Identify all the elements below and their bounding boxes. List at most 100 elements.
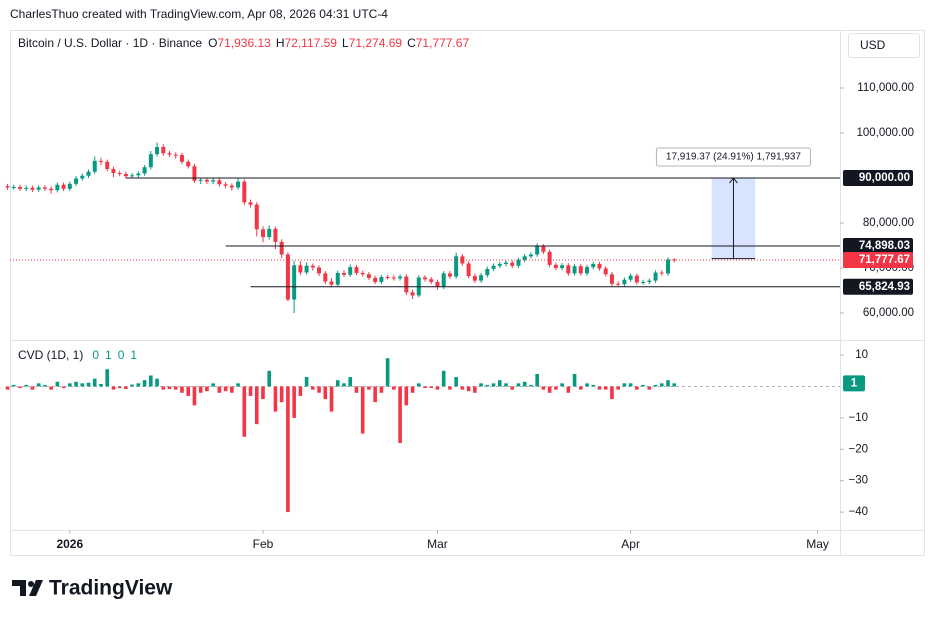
candle-body: [242, 181, 247, 203]
cvd-bar: [416, 383, 421, 387]
cvd-bar: [672, 383, 677, 387]
candle-body: [466, 263, 471, 277]
x-tick-label: May: [806, 537, 829, 551]
candle-body: [317, 267, 322, 274]
cvd-bar: [597, 386, 602, 390]
cvd-bar: [61, 386, 66, 389]
logo-icon-slash: [29, 580, 43, 596]
cvd-bar: [254, 386, 259, 425]
level-label: 65,824.93: [859, 281, 910, 293]
candle-body: [560, 265, 565, 269]
candle-body: [572, 266, 577, 274]
cvd-bar: [286, 386, 290, 513]
cvd-bar: [236, 383, 240, 387]
candle-body: [479, 275, 484, 281]
last-price-label: 71,777.67: [859, 254, 910, 266]
candle-body: [535, 246, 540, 255]
cvd-bar: [591, 384, 596, 387]
candle-body: [341, 272, 346, 275]
candle-body: [36, 187, 41, 190]
cvd-bar: [435, 386, 440, 390]
cvd-bar: [124, 386, 128, 389]
ohlc-value: 71,274.69: [349, 36, 403, 50]
cvd-bar: [86, 382, 91, 387]
cvd-bar: [485, 384, 490, 387]
candle-body: [192, 166, 197, 181]
cvd-bar: [205, 386, 209, 392]
cvd-bar: [335, 380, 340, 387]
candle-body: [603, 268, 608, 275]
cvd-bar: [267, 370, 272, 387]
cvd-bar: [653, 384, 658, 387]
cvd-bar: [554, 386, 558, 390]
cvd-bar: [248, 386, 253, 396]
cvd-bar: [410, 386, 415, 393]
level-label: 90,000.00: [859, 172, 910, 184]
candle-body: [622, 279, 627, 285]
x-tick-label: Mar: [427, 537, 448, 551]
cvd-bar: [460, 386, 465, 390]
candle-body: [179, 155, 184, 162]
cvd-bar: [373, 386, 377, 403]
cvd-bar: [547, 386, 552, 393]
candle-body: [528, 254, 533, 257]
candle-body: [379, 277, 384, 282]
candle-body: [236, 181, 241, 188]
cvd-bar: [628, 383, 633, 387]
candle-body: [117, 173, 122, 175]
candle-body: [447, 273, 452, 277]
indicator-title: CVD (1D, 1): [18, 348, 83, 362]
candle-body: [42, 187, 47, 189]
cvd-bar: [354, 386, 359, 393]
cvd-bar: [223, 386, 228, 392]
currency-button[interactable]: [848, 33, 920, 58]
indicator-value: 0: [92, 348, 99, 362]
cvd-bar: [49, 386, 53, 390]
candle-body: [279, 241, 284, 255]
currency-label[interactable]: USD: [860, 38, 886, 52]
ohlc-key: C: [407, 36, 416, 50]
candle-body: [553, 264, 558, 269]
cvd-bar: [348, 377, 353, 387]
cvd-bar: [385, 358, 390, 387]
candle-body: [672, 259, 677, 261]
ohlc-key: L: [342, 36, 349, 50]
y-tick-label: 80,000.00: [863, 217, 914, 229]
cvd-bar: [342, 383, 346, 387]
candle-body: [472, 276, 477, 281]
cvd-bar: [572, 373, 577, 387]
candle-body: [454, 256, 459, 277]
cvd-bar: [217, 386, 222, 393]
candle-body: [130, 175, 135, 177]
candle-body: [497, 263, 502, 266]
ohlc-value: 72,117.59: [284, 36, 337, 50]
candle-body: [285, 254, 290, 300]
cvd-bar: [192, 386, 197, 406]
cvd-bar: [522, 381, 527, 387]
candle-body: [578, 266, 583, 274]
candle-body: [348, 267, 353, 275]
indicator-value: 1: [130, 348, 137, 362]
candle-body: [485, 268, 490, 276]
cvd-bar: [329, 386, 334, 412]
candle-body: [429, 279, 434, 282]
cvd-bar: [454, 377, 458, 387]
candle-body: [547, 251, 552, 265]
candle-body: [410, 292, 415, 296]
candle-body: [260, 229, 265, 237]
cvd-bar: [149, 375, 153, 387]
candle-body: [86, 171, 91, 176]
ohlc-key: H: [276, 36, 285, 50]
cvd-bar: [560, 383, 564, 387]
cvd-bar: [55, 381, 60, 387]
cvd-bar: [404, 386, 409, 406]
candle-body: [398, 276, 403, 279]
candle-body: [30, 187, 35, 190]
chart-title: Bitcoin / U.S. Dollar · 1D · Binance: [18, 36, 202, 50]
cvd-bar: [491, 383, 496, 387]
ohlc-value: 71,936.13: [217, 36, 271, 50]
candle-body: [148, 154, 153, 168]
candle-body: [522, 256, 527, 260]
indicator-value: 1: [105, 348, 112, 362]
candle-body: [504, 262, 509, 264]
